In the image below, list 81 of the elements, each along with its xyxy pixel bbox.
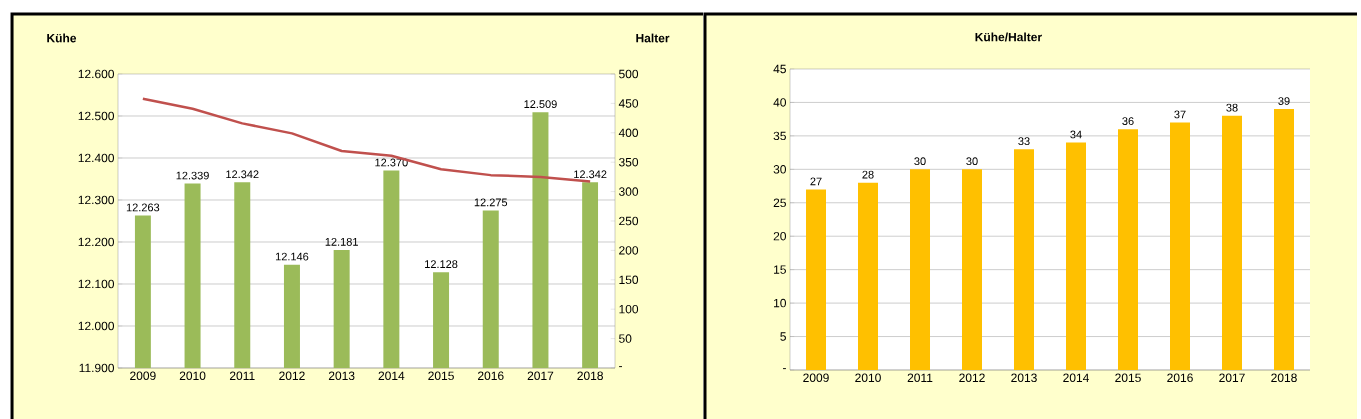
x-tick-label: 2017 xyxy=(527,371,554,381)
data-label: 12.275 xyxy=(474,198,508,207)
y-tick-label: 25 xyxy=(773,198,786,208)
data-label: 12.146 xyxy=(275,252,309,261)
x-tick-label: 2014 xyxy=(1063,373,1089,383)
y2-tick-label: 250 xyxy=(619,216,639,226)
bar xyxy=(910,169,930,370)
y2-axis-title: Halter xyxy=(636,33,670,43)
data-label: 36 xyxy=(1122,117,1134,125)
data-label: 12.128 xyxy=(425,260,458,269)
data-label: 33 xyxy=(1018,137,1030,146)
bar xyxy=(1170,122,1190,370)
y2-tick-label: 500 xyxy=(619,69,639,79)
y2-tick-label: 350 xyxy=(618,157,639,167)
y2-tick-label: - xyxy=(619,366,622,368)
bar xyxy=(806,189,827,370)
x-tick-label: 2015 xyxy=(1115,373,1141,383)
y-tick-label: 12.600 xyxy=(78,69,115,79)
data-label: 39 xyxy=(1278,97,1290,105)
bar xyxy=(1222,115,1242,370)
y2-tick-label: 200 xyxy=(619,246,639,255)
y-tick-label: 12.400 xyxy=(78,153,115,163)
y-tick-label: 40 xyxy=(773,98,787,107)
x-tick-label: 2014 xyxy=(378,371,405,381)
y2-tick-label: 50 xyxy=(619,334,632,343)
x-tick-label: 2013 xyxy=(328,371,355,381)
y-tick-label: 30 xyxy=(773,165,787,174)
y-tick-label: 12.300 xyxy=(78,195,115,205)
bar xyxy=(1066,142,1086,370)
y-tick-label: 5 xyxy=(780,332,786,341)
data-label: 30 xyxy=(914,157,926,166)
y2-tick-label: 450 xyxy=(618,99,639,108)
bar xyxy=(1014,149,1034,370)
data-label: 12.339 xyxy=(176,171,209,180)
y-tick-label: 15 xyxy=(774,265,786,274)
y2-tick-label: 100 xyxy=(619,304,639,314)
x-tick-label: 2016 xyxy=(478,371,504,381)
data-label: 12.342 xyxy=(226,170,259,179)
y-tick-label: 10 xyxy=(774,298,787,308)
y2-tick-label: 150 xyxy=(619,275,639,285)
bar xyxy=(1118,129,1138,370)
x-tick-label: 2018 xyxy=(577,371,603,381)
y-tick-label: - xyxy=(783,368,786,370)
data-label: 12.263 xyxy=(126,203,160,212)
y-tick-label: 12.100 xyxy=(78,279,115,289)
x-tick-label: 2016 xyxy=(1167,373,1193,383)
y-tick-label: 35 xyxy=(773,131,786,141)
x-tick-label: 2015 xyxy=(428,371,454,381)
data-label: 34 xyxy=(1070,130,1082,139)
x-tick-label: 2009 xyxy=(803,373,829,383)
data-label: 12.342 xyxy=(574,170,607,179)
y-tick-label: 11.900 xyxy=(79,363,115,373)
data-label: 12.509 xyxy=(524,100,557,109)
y2-tick-label: 400 xyxy=(618,128,639,138)
x-tick-label: 2012 xyxy=(959,373,985,383)
bar xyxy=(858,182,878,370)
data-label: 37 xyxy=(1174,110,1186,119)
y-tick-label: 45 xyxy=(773,64,786,74)
x-tick-label: 2017 xyxy=(1219,373,1245,383)
x-tick-label: 2010 xyxy=(179,371,206,381)
y-tick-label: 12.200 xyxy=(78,237,115,247)
bar xyxy=(1274,109,1294,370)
x-tick-label: 2012 xyxy=(279,371,305,381)
y2-tick-label: 300 xyxy=(618,187,639,196)
x-tick-label: 2011 xyxy=(907,373,933,383)
data-label: 27 xyxy=(810,177,822,186)
y-tick-label: 12.000 xyxy=(78,321,115,331)
x-tick-label: 2011 xyxy=(229,371,255,381)
data-label: 12.181 xyxy=(325,237,358,246)
data-label: 28 xyxy=(862,170,874,179)
y-tick-label: 12.500 xyxy=(78,111,115,121)
x-tick-label: 2018 xyxy=(1271,373,1297,383)
x-tick-label: 2010 xyxy=(855,373,881,383)
bar xyxy=(962,169,982,370)
chart-title: Kühe/Halter xyxy=(975,32,1042,42)
x-tick-label: 2013 xyxy=(1011,373,1037,383)
x-tick-label: 2009 xyxy=(130,371,156,381)
y-tick-label: 20 xyxy=(773,231,787,241)
data-label: 38 xyxy=(1226,103,1238,112)
y-axis-title: Kühe xyxy=(47,33,77,43)
data-label: 30 xyxy=(966,157,978,166)
